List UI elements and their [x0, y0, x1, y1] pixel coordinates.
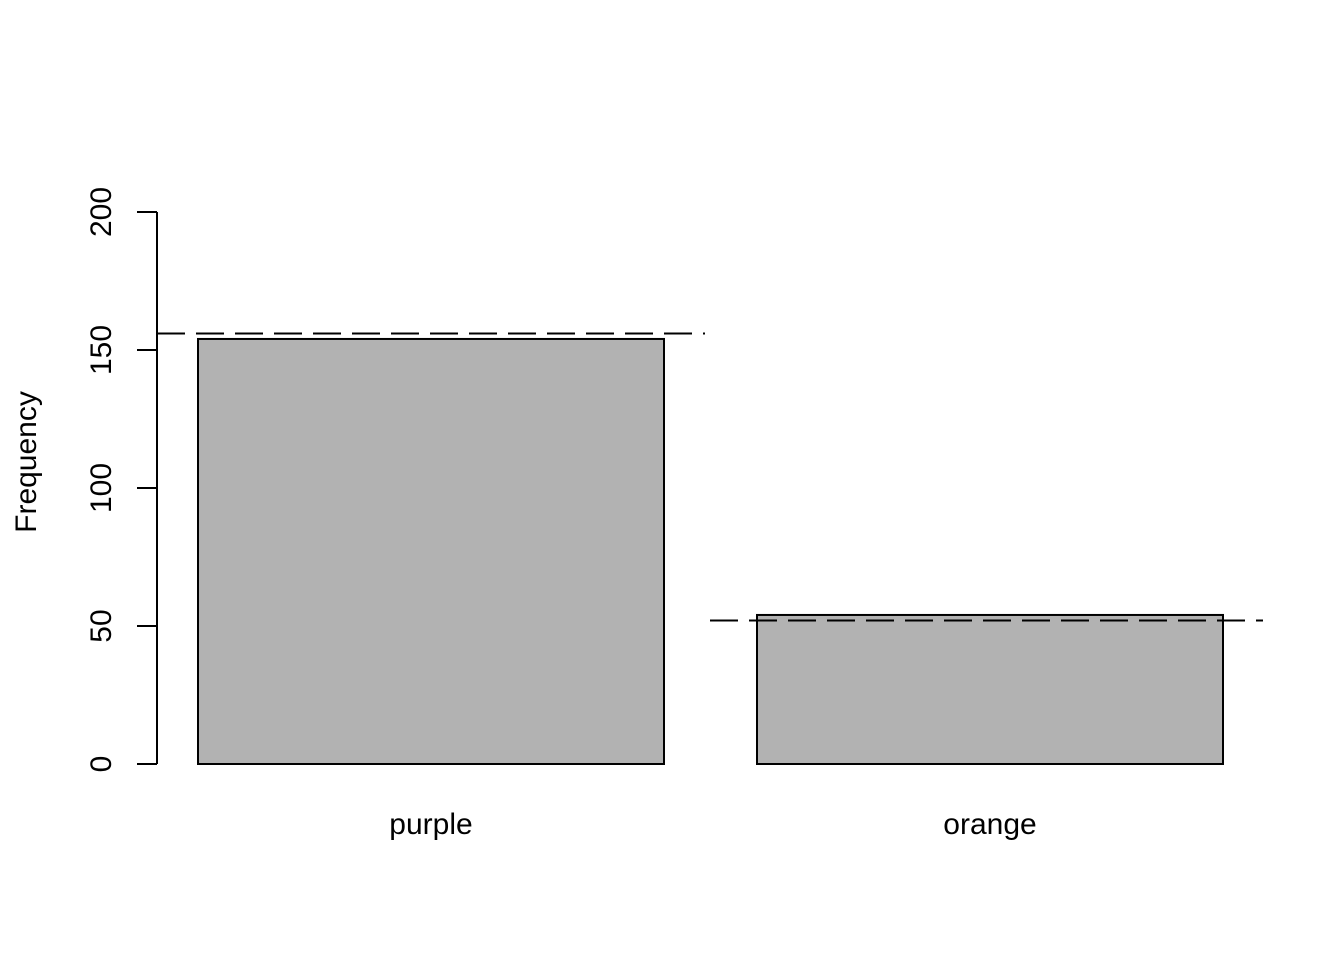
y-axis: 0 50 100 150 200: [85, 187, 158, 773]
y-tick-label: 150: [85, 325, 118, 375]
y-tick-label: 100: [85, 463, 118, 513]
bar-orange: [756, 613, 1224, 766]
category-labels: purple orange: [389, 808, 1036, 841]
y-tick-label: 50: [85, 609, 118, 642]
category-label-orange: orange: [943, 808, 1036, 841]
y-tick-label: 0: [85, 756, 118, 773]
y-tick-label: 200: [85, 187, 118, 237]
bar-purple: [197, 337, 665, 765]
category-label-purple: purple: [389, 808, 472, 841]
y-axis-title: Frequency: [10, 391, 43, 533]
bars: [197, 337, 1224, 766]
reference-lines: [157, 332, 1263, 622]
